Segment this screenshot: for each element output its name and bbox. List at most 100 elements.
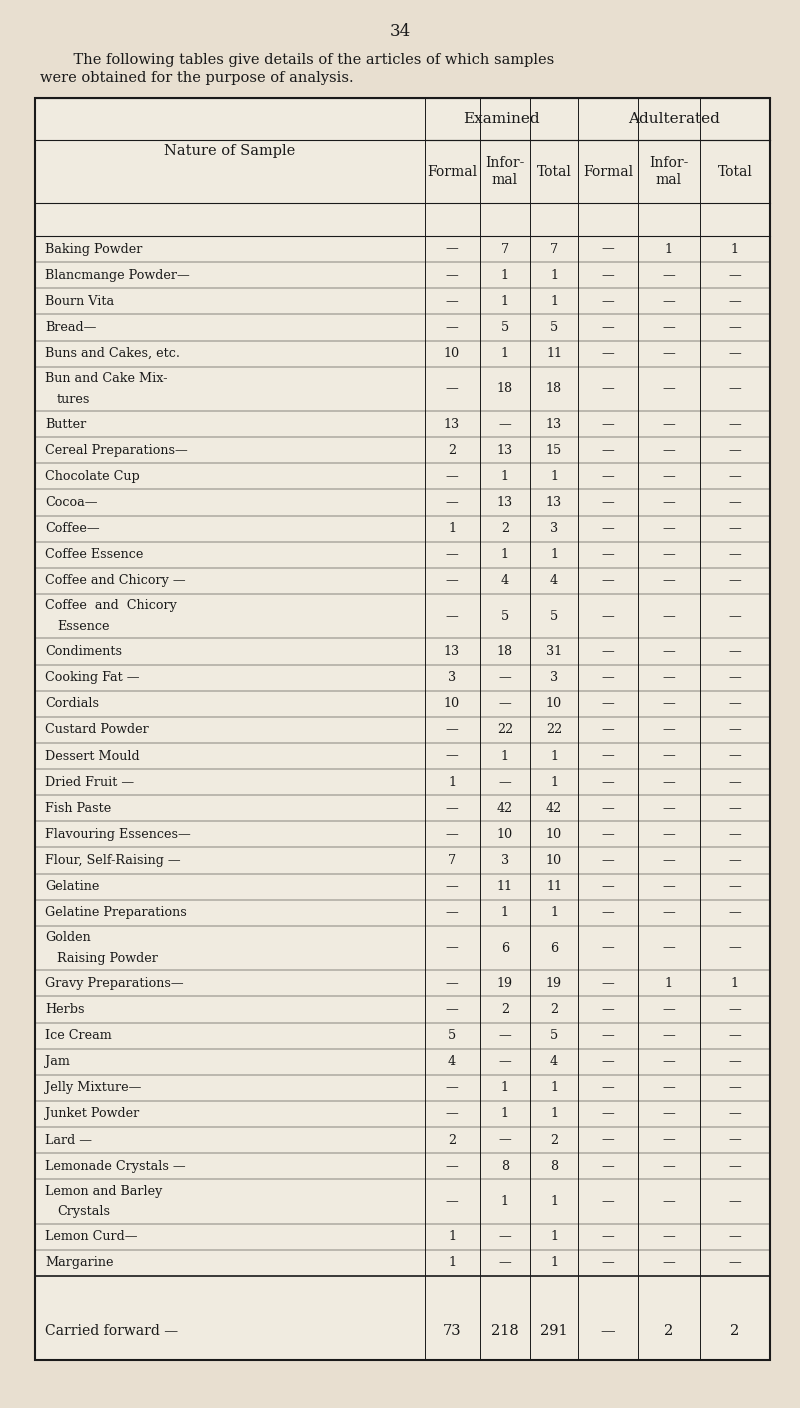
Text: 13: 13 <box>497 444 513 456</box>
Text: were obtained for the purpose of analysis.: were obtained for the purpose of analysi… <box>40 70 354 84</box>
Text: —: — <box>498 1055 511 1069</box>
Text: —: — <box>602 776 614 788</box>
Text: —: — <box>446 942 458 955</box>
Text: 19: 19 <box>546 977 562 990</box>
Text: —: — <box>662 522 675 535</box>
Text: —: — <box>446 610 458 622</box>
Text: Margarine: Margarine <box>45 1256 114 1270</box>
Text: —: — <box>662 672 675 684</box>
Text: 3: 3 <box>501 855 509 867</box>
Text: —: — <box>602 496 614 510</box>
Text: 291: 291 <box>540 1324 568 1338</box>
Text: —: — <box>662 444 675 456</box>
Text: —: — <box>662 724 675 736</box>
Text: —: — <box>662 321 675 334</box>
Text: —: — <box>602 1029 614 1042</box>
Text: —: — <box>602 418 614 431</box>
Text: 4: 4 <box>448 1055 456 1069</box>
Text: 31: 31 <box>546 645 562 658</box>
Text: 5: 5 <box>550 610 558 622</box>
Text: —: — <box>602 1256 614 1270</box>
Text: Jam: Jam <box>45 1055 70 1069</box>
Text: —: — <box>729 828 742 841</box>
Text: 5: 5 <box>501 321 509 334</box>
Text: —: — <box>602 1108 614 1121</box>
Text: 1: 1 <box>665 977 673 990</box>
Text: Gelatine Preparations: Gelatine Preparations <box>45 907 186 919</box>
Text: Baking Powder: Baking Powder <box>45 242 142 256</box>
Text: —: — <box>446 294 458 308</box>
Text: —: — <box>729 942 742 955</box>
Text: —: — <box>662 907 675 919</box>
Text: Infor-
mal: Infor- mal <box>650 156 689 187</box>
Text: 1: 1 <box>501 470 509 483</box>
Text: —: — <box>602 321 614 334</box>
Text: —: — <box>602 294 614 308</box>
Text: 1: 1 <box>550 269 558 282</box>
Text: Nature of Sample: Nature of Sample <box>164 144 296 158</box>
Text: —: — <box>601 1324 615 1338</box>
Text: —: — <box>602 242 614 256</box>
Text: —: — <box>662 1081 675 1094</box>
Text: 1: 1 <box>448 776 456 788</box>
Text: —: — <box>498 697 511 710</box>
Text: 13: 13 <box>497 496 513 510</box>
Text: —: — <box>662 610 675 622</box>
Text: —: — <box>662 1256 675 1270</box>
Text: 10: 10 <box>546 855 562 867</box>
Text: 42: 42 <box>497 801 513 815</box>
Text: —: — <box>729 801 742 815</box>
Text: —: — <box>602 610 614 622</box>
Text: —: — <box>662 1029 675 1042</box>
Text: —: — <box>602 828 614 841</box>
Text: 1: 1 <box>731 977 739 990</box>
Text: —: — <box>729 1002 742 1017</box>
Text: 7: 7 <box>550 242 558 256</box>
Text: —: — <box>662 1108 675 1121</box>
Text: Bourn Vita: Bourn Vita <box>45 294 114 308</box>
Text: 22: 22 <box>546 724 562 736</box>
Text: Carried forward —: Carried forward — <box>45 1324 178 1338</box>
Text: 73: 73 <box>442 1324 462 1338</box>
Text: 5: 5 <box>550 321 558 334</box>
Text: —: — <box>446 383 458 396</box>
Text: Cooking Fat —: Cooking Fat — <box>45 672 139 684</box>
Text: —: — <box>602 801 614 815</box>
Text: Golden: Golden <box>45 931 90 945</box>
Text: Butter: Butter <box>45 418 86 431</box>
Text: 1: 1 <box>550 1081 558 1094</box>
Text: —: — <box>602 645 614 658</box>
Text: 8: 8 <box>501 1160 509 1173</box>
Text: 1: 1 <box>665 242 673 256</box>
Text: 10: 10 <box>497 828 513 841</box>
Text: —: — <box>729 724 742 736</box>
Text: —: — <box>446 1160 458 1173</box>
Text: —: — <box>498 1256 511 1270</box>
Text: —: — <box>602 1133 614 1146</box>
Text: —: — <box>729 672 742 684</box>
Text: —: — <box>498 1133 511 1146</box>
Text: —: — <box>446 749 458 763</box>
Text: Bun and Cake Mix-: Bun and Cake Mix- <box>45 372 167 386</box>
Text: 13: 13 <box>444 645 460 658</box>
Text: —: — <box>446 880 458 893</box>
Text: Essence: Essence <box>57 620 110 634</box>
Text: —: — <box>729 269 742 282</box>
Text: Cereal Preparations—: Cereal Preparations— <box>45 444 188 456</box>
Text: 3: 3 <box>448 672 456 684</box>
Text: —: — <box>729 1256 742 1270</box>
Text: —: — <box>662 801 675 815</box>
Text: 1: 1 <box>501 1081 509 1094</box>
Text: —: — <box>602 724 614 736</box>
Text: 1: 1 <box>501 548 509 562</box>
Text: —: — <box>498 1231 511 1243</box>
Text: —: — <box>729 1133 742 1146</box>
Text: 34: 34 <box>390 23 410 39</box>
Text: 1: 1 <box>501 907 509 919</box>
Text: 6: 6 <box>550 942 558 955</box>
Text: 1: 1 <box>550 1195 558 1208</box>
Text: —: — <box>729 749 742 763</box>
Text: —: — <box>602 672 614 684</box>
Text: 6: 6 <box>501 942 509 955</box>
Text: 5: 5 <box>501 610 509 622</box>
